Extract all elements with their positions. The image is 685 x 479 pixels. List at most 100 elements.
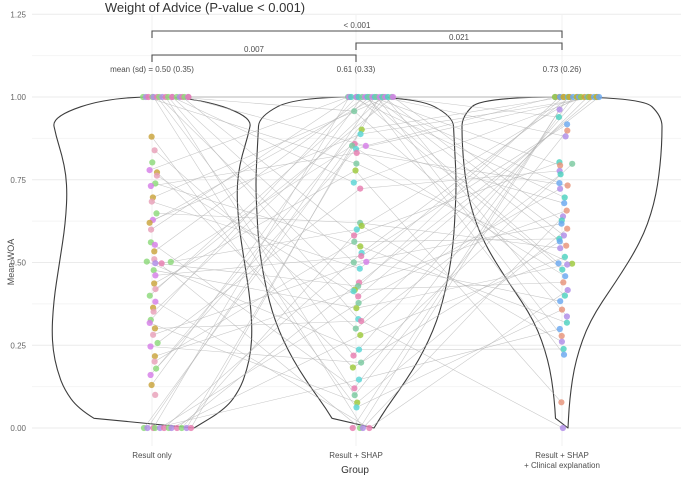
data-point <box>355 346 363 353</box>
data-point <box>557 298 564 305</box>
connector-line <box>149 96 377 224</box>
connector-line <box>357 228 568 403</box>
connector-line <box>358 96 595 297</box>
data-point <box>569 260 576 267</box>
connector-line <box>156 96 354 356</box>
data-point <box>355 293 362 300</box>
connector-line <box>154 320 362 329</box>
connector-line <box>355 174 561 329</box>
data-point <box>151 424 159 432</box>
data-point <box>555 114 563 121</box>
connector-line <box>143 129 362 429</box>
data-point <box>348 93 355 101</box>
data-point <box>557 185 564 192</box>
data-point <box>152 260 159 267</box>
connector-line <box>358 210 567 287</box>
data-point <box>564 225 571 232</box>
connector-line <box>153 96 364 429</box>
data-point <box>558 220 565 227</box>
connector-line <box>150 96 352 230</box>
group-mean-label: mean (sd) = 0.50 (0.35) <box>110 65 194 74</box>
x-axis-title: Group <box>341 465 369 476</box>
data-point <box>147 182 154 190</box>
data-point <box>558 399 565 406</box>
data-point <box>146 319 153 326</box>
connector-line <box>153 96 383 312</box>
data-point <box>354 399 361 406</box>
connector-line <box>360 170 560 189</box>
connector-line <box>155 148 357 369</box>
data-point <box>150 331 157 338</box>
connector-line <box>172 96 354 263</box>
connector-line <box>362 96 560 184</box>
connector-line <box>376 96 562 337</box>
data-point <box>557 245 564 252</box>
data-point <box>169 93 176 101</box>
data-point <box>353 226 360 233</box>
connector-line <box>354 143 565 204</box>
data-point <box>389 93 397 101</box>
data-point <box>173 424 181 432</box>
connector-line <box>360 256 565 336</box>
data-point <box>151 358 158 365</box>
data-point <box>562 133 569 140</box>
data-point <box>167 258 174 265</box>
data-point <box>351 385 358 392</box>
connector-line <box>358 348 564 350</box>
connector-line <box>156 172 354 368</box>
connector-line <box>354 161 560 236</box>
connector-line <box>155 262 359 287</box>
data-point <box>146 167 153 174</box>
connector-line <box>366 261 561 302</box>
connector-line <box>171 334 361 429</box>
data-point <box>559 266 566 273</box>
connector-line <box>382 96 566 137</box>
connector-line <box>360 163 573 363</box>
data-point <box>151 241 158 248</box>
connector-line <box>361 96 564 130</box>
connector-line <box>361 124 568 257</box>
connector-line <box>151 136 357 408</box>
connector-line <box>149 96 370 296</box>
data-point <box>353 305 360 312</box>
data-point <box>350 179 357 186</box>
connector-line <box>154 241 355 362</box>
data-point <box>561 194 568 201</box>
data-point <box>152 286 159 293</box>
pvalue-brackets: 0.007 0.021 < 0.001 <box>151 21 563 62</box>
connector-line <box>186 143 355 429</box>
connector-line <box>369 289 568 429</box>
connector-line <box>184 96 366 147</box>
data-point <box>357 332 364 339</box>
data-point <box>555 260 562 267</box>
data-point <box>564 287 571 294</box>
pvalue-label: 0.021 <box>449 33 470 42</box>
connector-line <box>356 152 568 186</box>
data-point <box>149 159 156 166</box>
connector-line <box>391 96 559 118</box>
data-point <box>151 353 158 360</box>
data-point <box>561 253 569 260</box>
data-point <box>563 313 571 320</box>
y-axis-ticks: 0.00 0.25 0.50 0.75 1.00 1.25 <box>10 10 26 433</box>
y-tick-label: 0.25 <box>10 341 26 350</box>
connector-line <box>384 96 568 317</box>
connector-line <box>354 238 560 242</box>
data-point <box>151 280 158 287</box>
data-point <box>564 127 571 134</box>
connector-line <box>156 213 361 224</box>
chart-title: Weight of Advice (P-value < 0.001) <box>105 0 305 15</box>
connector-line <box>151 201 360 269</box>
connector-line <box>353 223 562 263</box>
violin-outline <box>461 96 663 429</box>
y-tick-label: 0.50 <box>10 259 26 268</box>
data-point <box>558 306 566 313</box>
x-tick-label-second-line: + Clinical explanation <box>524 461 600 470</box>
connector-line <box>146 261 360 350</box>
connector-line <box>354 130 568 396</box>
data-point <box>151 147 158 154</box>
connector-line <box>171 96 354 183</box>
data-point <box>556 238 563 245</box>
